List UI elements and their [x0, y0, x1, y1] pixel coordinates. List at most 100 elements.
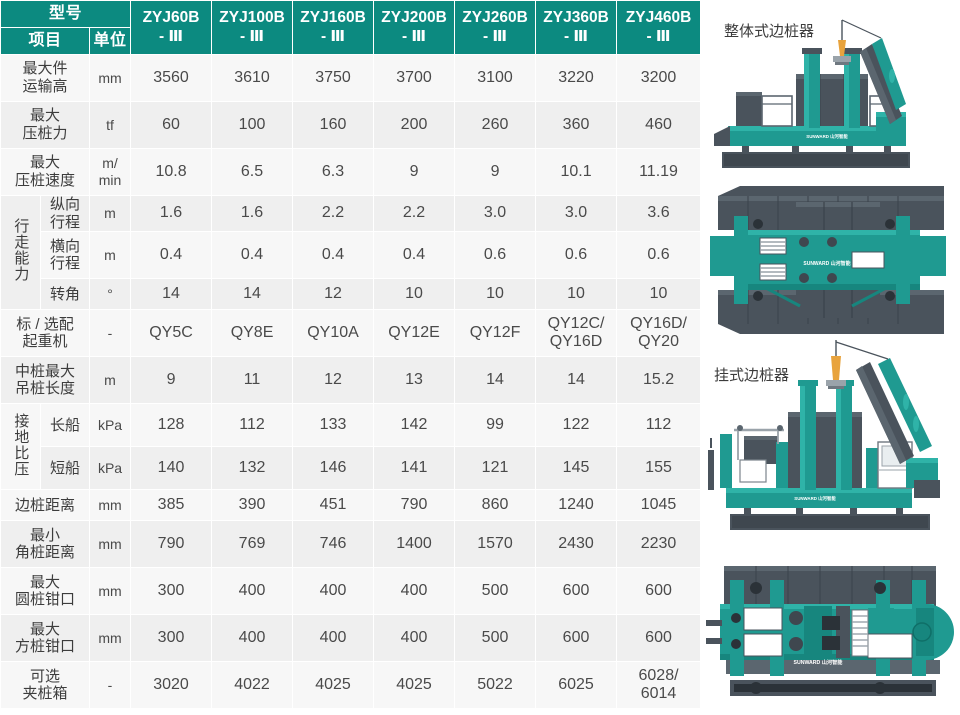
machine-side-view-hanging-icon: SUNWARD 山河智能 — [708, 340, 940, 530]
row-value-r7-c3: 13 — [373, 356, 456, 405]
table-row: 短船 kPa 140 132 146 141 121 145 155 — [1, 446, 702, 491]
svg-text:SUNWARD 山河智能: SUNWARD 山河智能 — [803, 260, 850, 267]
row-label-r12: 最大 圆桩钳口 — [0, 567, 90, 616]
header-col-5-suffix: - Ⅲ — [563, 27, 589, 45]
row-unit-r8: kPa — [88, 403, 132, 448]
table-row: 转角 ° 14 14 12 10 10 10 10 — [1, 278, 702, 311]
row-value-r8-c2: 133 — [292, 403, 375, 448]
row-value-r5-c5: 10 — [535, 278, 618, 311]
header-col-2-name: ZYJ160B — [300, 9, 366, 27]
row-value-r5-c3: 10 — [373, 278, 456, 311]
row-value-r14-c4: 5022 — [454, 661, 537, 710]
machine-top-view-integrated-icon: SUNWARD 山河智能 — [710, 186, 946, 334]
row-value-r4-c6: 0.6 — [616, 231, 702, 280]
row-value-r12-c4: 500 — [454, 567, 537, 616]
row-value-r10-c5: 1240 — [535, 489, 618, 522]
row-label-r2: 最大 压桩速度 — [0, 148, 90, 196]
row-unit-r3: m — [88, 194, 132, 233]
row-value-r7-c1: 11 — [211, 356, 294, 405]
row-value-r0-c1: 3610 — [211, 54, 294, 102]
header-col-5-name: ZYJ360B — [543, 9, 609, 27]
row-unit-r10: mm — [88, 489, 132, 522]
row-group-label-ground-pressure: 接地比压 — [0, 403, 41, 491]
row-value-r5-c0: 14 — [130, 278, 213, 311]
row-value-r1-c4: 260 — [454, 101, 537, 149]
row-value-r14-c2: 4025 — [292, 661, 375, 710]
row-value-r9-c1: 132 — [211, 446, 294, 491]
row-value-r12-c1: 400 — [211, 567, 294, 616]
row-value-r4-c3: 0.4 — [373, 231, 456, 280]
machine-top-view-hanging-icon: SUNWARD 山河智能 — [706, 566, 954, 696]
row-unit-r0: mm — [88, 54, 132, 102]
row-value-r13-c6: 600 — [616, 614, 702, 663]
row-value-r0-c4: 3100 — [454, 54, 537, 102]
table-row: 最大件 运输高 mm 3560 3610 3750 3700 3100 3220… — [0, 54, 702, 102]
row-value-r10-c6: 1045 — [616, 489, 702, 522]
row-value-r12-c2: 400 — [292, 567, 375, 616]
row-value-r7-c2: 12 — [292, 356, 375, 405]
row-unit-r2: m/ min — [88, 148, 132, 196]
row-value-r12-c0: 300 — [130, 567, 213, 616]
row-value-r11-c3: 1400 — [373, 520, 456, 569]
table-row: 标 / 选配 起重机 - QY5C QY8E QY10A QY12E QY12F… — [0, 309, 702, 358]
row-unit-r6: - — [88, 309, 132, 358]
row-value-r13-c2: 400 — [292, 614, 375, 663]
figure-panel: 整体式边桩器 SUNWARD 山河智能 — [700, 0, 960, 715]
row-value-r0-c0: 3560 — [130, 54, 213, 102]
row-value-r5-c1: 14 — [211, 278, 294, 311]
row-value-r13-c0: 300 — [130, 614, 213, 663]
row-value-r0-c5: 3220 — [535, 54, 618, 102]
header-col-4-suffix: - Ⅲ — [482, 27, 508, 45]
table-header: 型号 ZYJ60B - Ⅲ ZYJ100B - Ⅲ ZYJ160B - Ⅲ Z — [0, 0, 702, 55]
row-value-r1-c5: 360 — [535, 101, 618, 149]
row-value-r2-c1: 6.5 — [211, 148, 294, 196]
row-value-r8-c1: 112 — [211, 403, 294, 448]
row-value-r9-c6: 155 — [616, 446, 702, 491]
machine-side-view-integrated-icon: SUNWARD 山河智能 — [714, 19, 910, 168]
row-value-r2-c2: 6.3 — [292, 148, 375, 196]
row-value-r10-c2: 451 — [292, 489, 375, 522]
row-value-r10-c1: 390 — [211, 489, 294, 522]
header-col-3: ZYJ200B - Ⅲ — [373, 0, 456, 55]
row-value-r14-c3: 4025 — [373, 661, 456, 710]
row-value-r2-c5: 10.1 — [535, 148, 618, 196]
row-value-r2-c3: 9 — [373, 148, 456, 196]
header-col-1-suffix: - Ⅲ — [239, 27, 265, 45]
row-value-r4-c1: 0.4 — [211, 231, 294, 280]
header-col-0-name: ZYJ60B — [142, 9, 200, 27]
table-row: 最大 圆桩钳口 mm 300 400 400 400 500 600 600 — [0, 567, 702, 616]
row-value-r11-c6: 2230 — [616, 520, 702, 569]
row-value-r3-c4: 3.0 — [454, 194, 537, 233]
row-value-r7-c4: 14 — [454, 356, 537, 405]
row-value-r1-c6: 460 — [616, 101, 702, 149]
row-unit-r7: m — [88, 356, 132, 405]
row-value-r9-c5: 145 — [535, 446, 618, 491]
row-value-r13-c3: 400 — [373, 614, 456, 663]
row-value-r2-c4: 9 — [454, 148, 537, 196]
row-value-r4-c5: 0.6 — [535, 231, 618, 280]
row-value-r3-c2: 2.2 — [292, 194, 375, 233]
row-unit-r13: mm — [88, 614, 132, 663]
row-value-r8-c6: 112 — [616, 403, 702, 448]
row-value-r12-c5: 600 — [535, 567, 618, 616]
row-value-r8-c4: 99 — [454, 403, 537, 448]
header-col-0-suffix: - Ⅲ — [158, 27, 184, 45]
row-value-r5-c2: 12 — [292, 278, 375, 311]
header-row-item-unit: 项目 单位 — [0, 27, 701, 55]
row-value-r2-c6: 11.19 — [616, 148, 702, 196]
svg-text:SUNWARD 山河智能: SUNWARD 山河智能 — [794, 658, 844, 666]
row-group-label-ground-pressure-text: 接地比压 — [12, 412, 30, 477]
row-value-r0-c2: 3750 — [292, 54, 375, 102]
header-col-6-suffix: - Ⅲ — [646, 27, 671, 45]
figure-hanging-side-view: 挂式边桩器 SUNWARD 山河智能 — [700, 340, 960, 540]
row-label-r4: 横向 行程 — [40, 231, 90, 280]
header-col-6-name: ZYJ460B — [625, 9, 692, 27]
row-value-r4-c4: 0.6 — [454, 231, 537, 280]
table-row: 最小 角桩距离 mm 790 769 746 1400 1570 2430 22… — [0, 520, 702, 569]
row-value-r13-c4: 500 — [454, 614, 537, 663]
header-model-label: 型号 — [0, 0, 132, 28]
row-unit-r5: ° — [88, 278, 132, 311]
row-value-r5-c4: 10 — [454, 278, 537, 311]
row-value-r10-c4: 860 — [454, 489, 537, 522]
